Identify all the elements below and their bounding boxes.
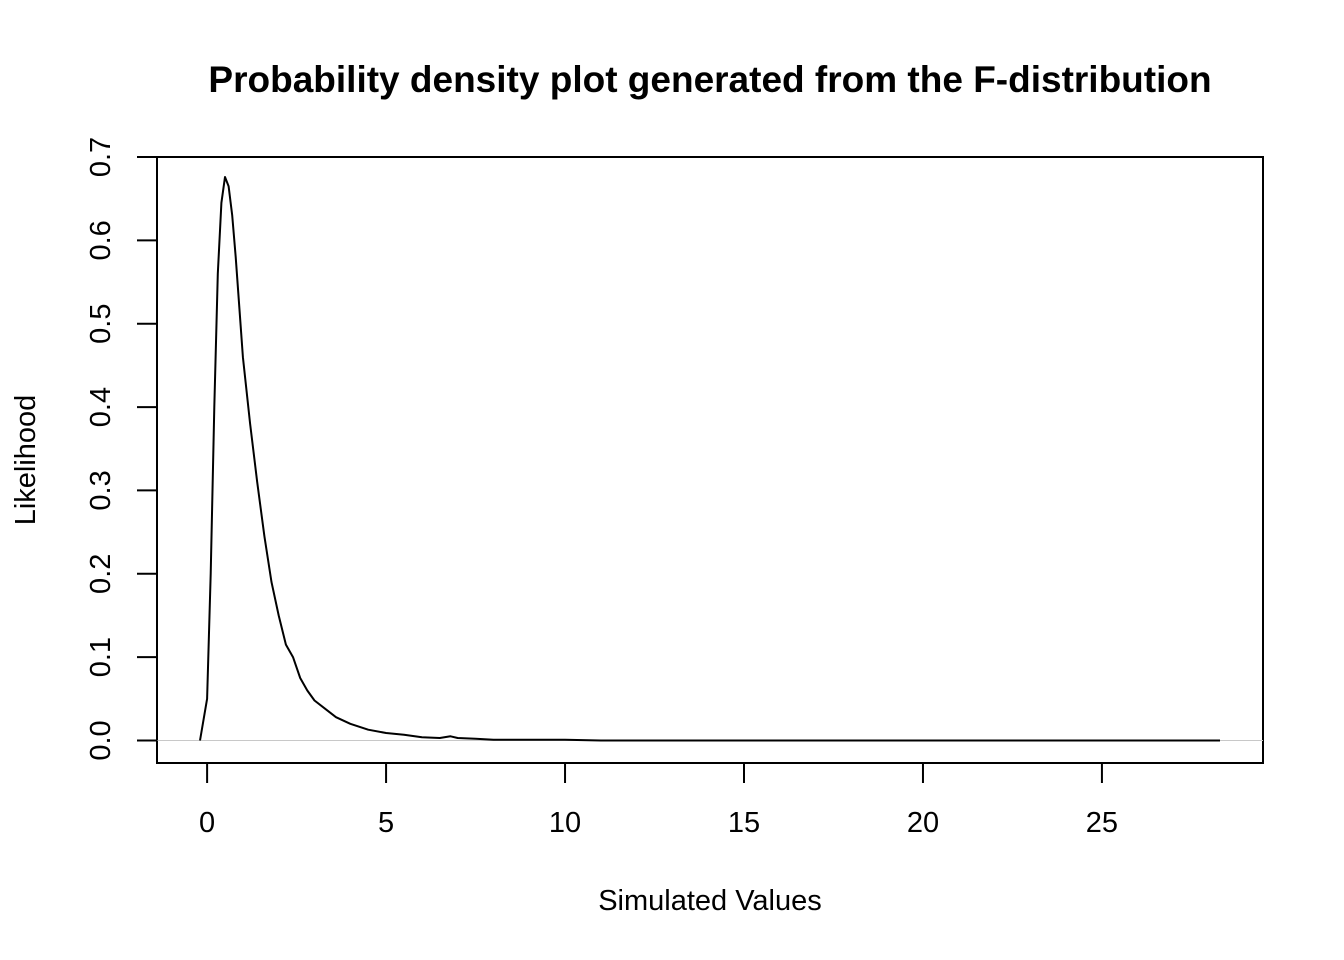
y-tick-label: 0.4 <box>85 387 117 427</box>
y-tick-label: 0.7 <box>85 137 117 177</box>
x-tick-label: 25 <box>1086 807 1118 839</box>
y-tick-label: 0.0 <box>85 720 117 760</box>
chart-title: Probability density plot generated from … <box>208 59 1211 100</box>
y-tick-label: 0.3 <box>85 470 117 510</box>
y-tick-label: 0.2 <box>85 554 117 594</box>
y-tick-label: 0.5 <box>85 304 117 344</box>
y-tick-label: 0.6 <box>85 220 117 260</box>
plot-frame <box>156 156 1264 764</box>
y-axis-title: Likelihood <box>10 395 42 526</box>
x-axis-title: Simulated Values <box>598 885 822 917</box>
density-curve <box>199 176 1220 742</box>
x-tick-label: 5 <box>378 807 394 839</box>
y-axis: 0.0 0.1 0.2 0.3 0.4 0.5 0.6 0.7 <box>85 137 158 761</box>
x-tick-label: 0 <box>199 807 215 839</box>
x-tick-label: 20 <box>907 807 939 839</box>
x-tick-label: 10 <box>549 807 581 839</box>
y-tick-label: 0.1 <box>85 637 117 677</box>
x-tick-label: 15 <box>728 807 760 839</box>
x-axis: 0 5 10 15 20 25 <box>199 762 1118 839</box>
